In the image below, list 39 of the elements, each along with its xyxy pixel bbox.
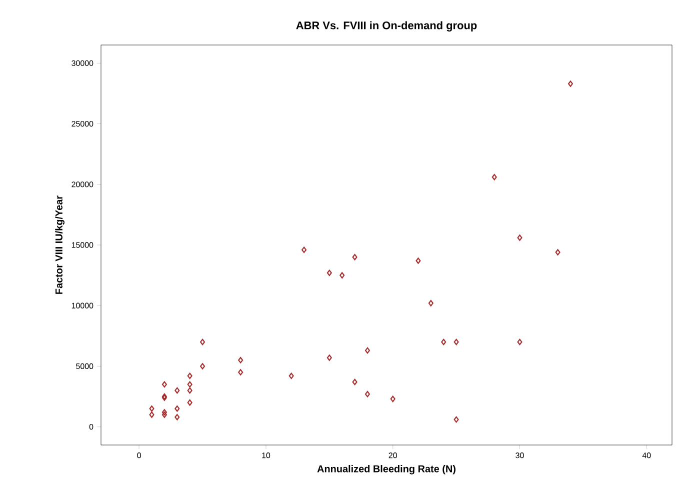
point xyxy=(187,381,192,388)
point xyxy=(174,387,180,394)
point xyxy=(454,338,459,346)
point xyxy=(149,412,154,418)
point xyxy=(390,396,396,402)
point xyxy=(238,369,244,376)
point xyxy=(517,338,522,346)
point xyxy=(352,378,358,386)
point xyxy=(340,272,345,278)
point xyxy=(352,254,358,260)
point xyxy=(492,174,497,180)
point xyxy=(326,270,332,276)
point xyxy=(288,372,294,380)
point xyxy=(200,363,206,370)
point xyxy=(326,354,332,361)
y-axis-title: Factor VIII IU/kg/Year xyxy=(55,196,64,294)
point xyxy=(302,246,307,253)
point xyxy=(187,372,192,380)
point xyxy=(364,390,370,398)
point xyxy=(200,338,206,346)
point xyxy=(454,416,459,423)
point xyxy=(568,80,573,87)
point xyxy=(187,387,192,394)
point xyxy=(517,234,522,241)
point xyxy=(174,414,180,420)
point xyxy=(162,412,167,418)
point xyxy=(162,409,167,416)
point xyxy=(162,381,167,388)
point xyxy=(187,399,192,406)
point xyxy=(174,405,180,412)
point xyxy=(428,300,434,306)
point xyxy=(555,249,560,256)
point xyxy=(416,258,421,264)
point xyxy=(441,338,446,346)
x-axis-title: Annualized Bleeding Rate (N) xyxy=(317,465,456,474)
point xyxy=(149,405,154,412)
chart-title: ABR Vs. FVIII in On-demand group xyxy=(296,21,477,32)
point xyxy=(238,357,244,364)
point xyxy=(364,347,370,354)
